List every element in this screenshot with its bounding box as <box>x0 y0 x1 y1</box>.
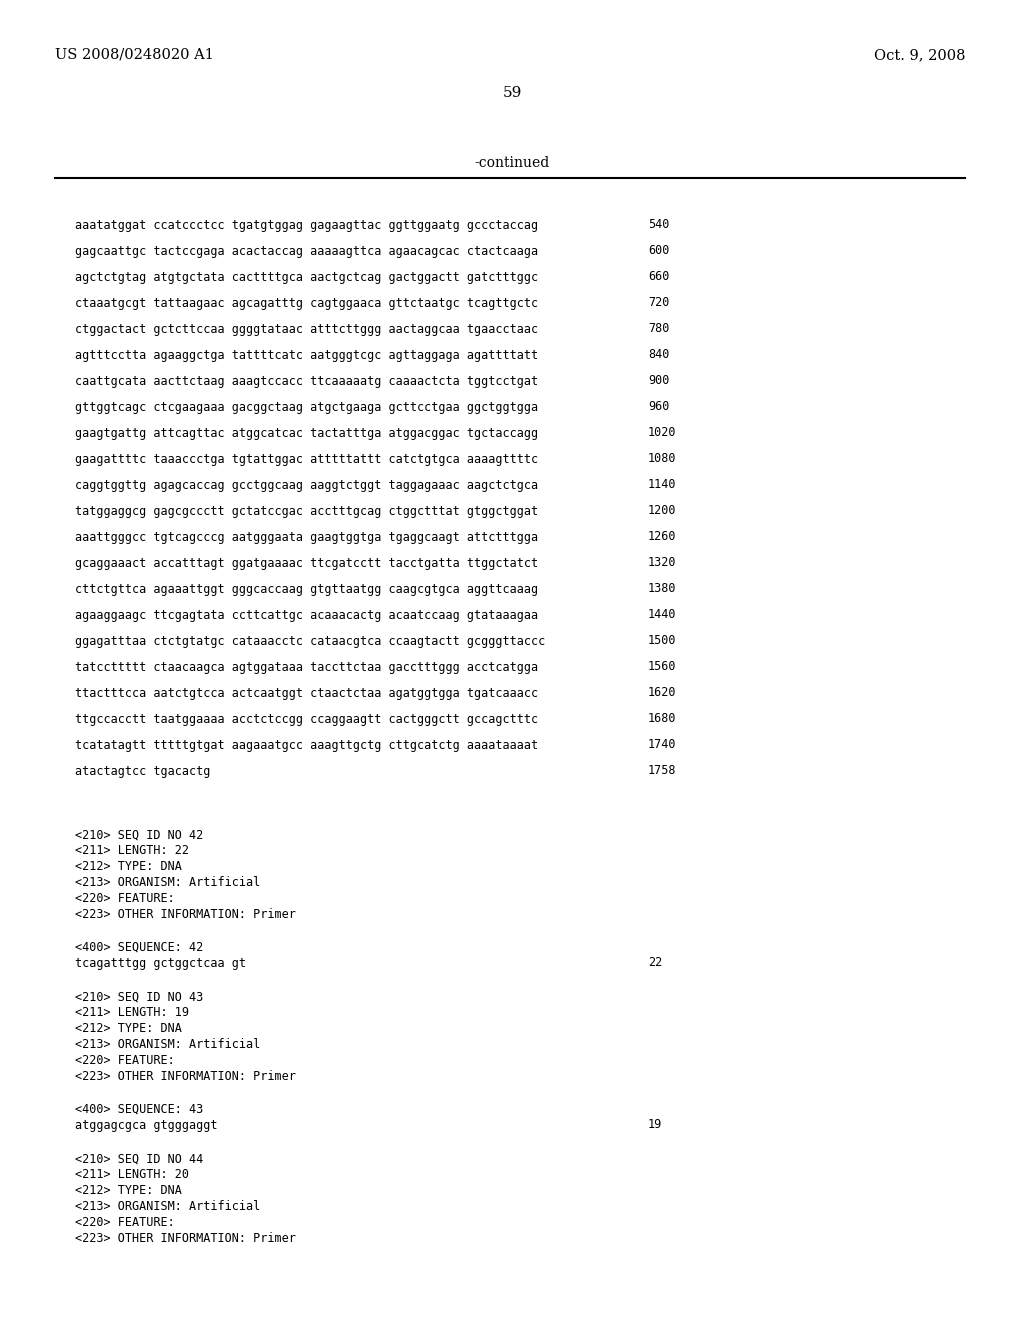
Text: ggagatttaa ctctgtatgc cataaacctc cataacgtca ccaagtactt gcgggttaccc: ggagatttaa ctctgtatgc cataaacctc cataacg… <box>75 635 545 648</box>
Text: ttgccacctt taatggaaaa acctctccgg ccaggaagtt cactgggctt gccagctttc: ttgccacctt taatggaaaa acctctccgg ccaggaa… <box>75 713 539 726</box>
Text: 1320: 1320 <box>648 557 677 569</box>
Text: aaattgggcc tgtcagcccg aatgggaata gaagtggtga tgaggcaagt attctttgga: aaattgggcc tgtcagcccg aatgggaata gaagtgg… <box>75 531 539 544</box>
Text: 59: 59 <box>503 86 521 100</box>
Text: <220> FEATURE:: <220> FEATURE: <box>75 1217 175 1229</box>
Text: atggagcgca gtgggaggt: atggagcgca gtgggaggt <box>75 1118 217 1131</box>
Text: 1380: 1380 <box>648 582 677 595</box>
Text: agctctgtag atgtgctata cacttttgca aactgctcag gactggactt gatctttggc: agctctgtag atgtgctata cacttttgca aactgct… <box>75 271 539 284</box>
Text: <211> LENGTH: 19: <211> LENGTH: 19 <box>75 1006 189 1019</box>
Text: gttggtcagc ctcgaagaaa gacggctaag atgctgaaga gcttcctgaa ggctggtgga: gttggtcagc ctcgaagaaa gacggctaag atgctga… <box>75 400 539 413</box>
Text: <213> ORGANISM: Artificial: <213> ORGANISM: Artificial <box>75 1200 260 1213</box>
Text: -continued: -continued <box>474 156 550 170</box>
Text: gaagtgattg attcagttac atggcatcac tactatttga atggacggac tgctaccagg: gaagtgattg attcagttac atggcatcac tactatt… <box>75 426 539 440</box>
Text: cttctgttca agaaattggt gggcaccaag gtgttaatgg caagcgtgca aggttcaaag: cttctgttca agaaattggt gggcaccaag gtgttaa… <box>75 582 539 595</box>
Text: tcagatttgg gctggctcaa gt: tcagatttgg gctggctcaa gt <box>75 957 246 969</box>
Text: <211> LENGTH: 20: <211> LENGTH: 20 <box>75 1168 189 1181</box>
Text: atactagtcc tgacactg: atactagtcc tgacactg <box>75 764 210 777</box>
Text: 1260: 1260 <box>648 531 677 544</box>
Text: tcatatagtt tttttgtgat aagaaatgcc aaagttgctg cttgcatctg aaaataaaat: tcatatagtt tttttgtgat aagaaatgcc aaagttg… <box>75 738 539 751</box>
Text: tatccttttt ctaacaagca agtggataaa taccttctaa gacctttggg acctcatgga: tatccttttt ctaacaagca agtggataaa taccttc… <box>75 660 539 673</box>
Text: tatggaggcg gagcgccctt gctatccgac acctttgcag ctggctttat gtggctggat: tatggaggcg gagcgccctt gctatccgac acctttg… <box>75 504 539 517</box>
Text: gagcaattgc tactccgaga acactaccag aaaaagttca agaacagcac ctactcaaga: gagcaattgc tactccgaga acactaccag aaaaagt… <box>75 244 539 257</box>
Text: <213> ORGANISM: Artificial: <213> ORGANISM: Artificial <box>75 876 260 890</box>
Text: 1758: 1758 <box>648 764 677 777</box>
Text: 840: 840 <box>648 348 670 362</box>
Text: <213> ORGANISM: Artificial: <213> ORGANISM: Artificial <box>75 1039 260 1052</box>
Text: <400> SEQUENCE: 43: <400> SEQUENCE: 43 <box>75 1102 203 1115</box>
Text: 900: 900 <box>648 375 670 388</box>
Text: gaagattttc taaaccctga tgtattggac atttttattt catctgtgca aaaagttttc: gaagattttc taaaccctga tgtattggac attttta… <box>75 453 539 466</box>
Text: 1440: 1440 <box>648 609 677 622</box>
Text: agaaggaagc ttcgagtata ccttcattgc acaaacactg acaatccaag gtataaagaa: agaaggaagc ttcgagtata ccttcattgc acaaaca… <box>75 609 539 622</box>
Text: 19: 19 <box>648 1118 663 1131</box>
Text: 1080: 1080 <box>648 453 677 466</box>
Text: 1020: 1020 <box>648 426 677 440</box>
Text: 1620: 1620 <box>648 686 677 700</box>
Text: 22: 22 <box>648 957 663 969</box>
Text: US 2008/0248020 A1: US 2008/0248020 A1 <box>55 48 214 62</box>
Text: <223> OTHER INFORMATION: Primer: <223> OTHER INFORMATION: Primer <box>75 1071 296 1084</box>
Text: 1680: 1680 <box>648 713 677 726</box>
Text: 1560: 1560 <box>648 660 677 673</box>
Text: ttactttcca aatctgtcca actcaatggt ctaactctaa agatggtgga tgatcaaacc: ttactttcca aatctgtcca actcaatggt ctaactc… <box>75 686 539 700</box>
Text: ctaaatgcgt tattaagaac agcagatttg cagtggaaca gttctaatgc tcagttgctc: ctaaatgcgt tattaagaac agcagatttg cagtgga… <box>75 297 539 309</box>
Text: 600: 600 <box>648 244 670 257</box>
Text: 540: 540 <box>648 219 670 231</box>
Text: 1140: 1140 <box>648 479 677 491</box>
Text: <212> TYPE: DNA: <212> TYPE: DNA <box>75 1023 182 1035</box>
Text: <223> OTHER INFORMATION: Primer: <223> OTHER INFORMATION: Primer <box>75 1233 296 1246</box>
Text: caattgcata aacttctaag aaagtccacc ttcaaaaatg caaaactcta tggtcctgat: caattgcata aacttctaag aaagtccacc ttcaaaa… <box>75 375 539 388</box>
Text: 960: 960 <box>648 400 670 413</box>
Text: <211> LENGTH: 22: <211> LENGTH: 22 <box>75 845 189 858</box>
Text: 780: 780 <box>648 322 670 335</box>
Text: <210> SEQ ID NO 43: <210> SEQ ID NO 43 <box>75 990 203 1003</box>
Text: Oct. 9, 2008: Oct. 9, 2008 <box>873 48 965 62</box>
Text: ctggactact gctcttccaa ggggtataac atttcttggg aactaggcaa tgaacctaac: ctggactact gctcttccaa ggggtataac atttctt… <box>75 322 539 335</box>
Text: <210> SEQ ID NO 44: <210> SEQ ID NO 44 <box>75 1152 203 1166</box>
Text: caggtggttg agagcaccag gcctggcaag aaggtctggt taggagaaac aagctctgca: caggtggttg agagcaccag gcctggcaag aaggtct… <box>75 479 539 491</box>
Text: <223> OTHER INFORMATION: Primer: <223> OTHER INFORMATION: Primer <box>75 908 296 921</box>
Text: <220> FEATURE:: <220> FEATURE: <box>75 892 175 906</box>
Text: agtttcctta agaaggctga tattttcatc aatgggtcgc agttaggaga agattttatt: agtttcctta agaaggctga tattttcatc aatgggt… <box>75 348 539 362</box>
Text: aaatatggat ccatccctcc tgatgtggag gagaagttac ggttggaatg gccctaccag: aaatatggat ccatccctcc tgatgtggag gagaagt… <box>75 219 539 231</box>
Text: 1740: 1740 <box>648 738 677 751</box>
Text: 1200: 1200 <box>648 504 677 517</box>
Text: <210> SEQ ID NO 42: <210> SEQ ID NO 42 <box>75 829 203 842</box>
Text: <220> FEATURE:: <220> FEATURE: <box>75 1055 175 1068</box>
Text: <212> TYPE: DNA: <212> TYPE: DNA <box>75 861 182 874</box>
Text: <212> TYPE: DNA: <212> TYPE: DNA <box>75 1184 182 1197</box>
Text: 1500: 1500 <box>648 635 677 648</box>
Text: 720: 720 <box>648 297 670 309</box>
Text: 660: 660 <box>648 271 670 284</box>
Text: <400> SEQUENCE: 42: <400> SEQUENCE: 42 <box>75 940 203 953</box>
Text: gcaggaaact accatttagt ggatgaaaac ttcgatcctt tacctgatta ttggctatct: gcaggaaact accatttagt ggatgaaaac ttcgatc… <box>75 557 539 569</box>
